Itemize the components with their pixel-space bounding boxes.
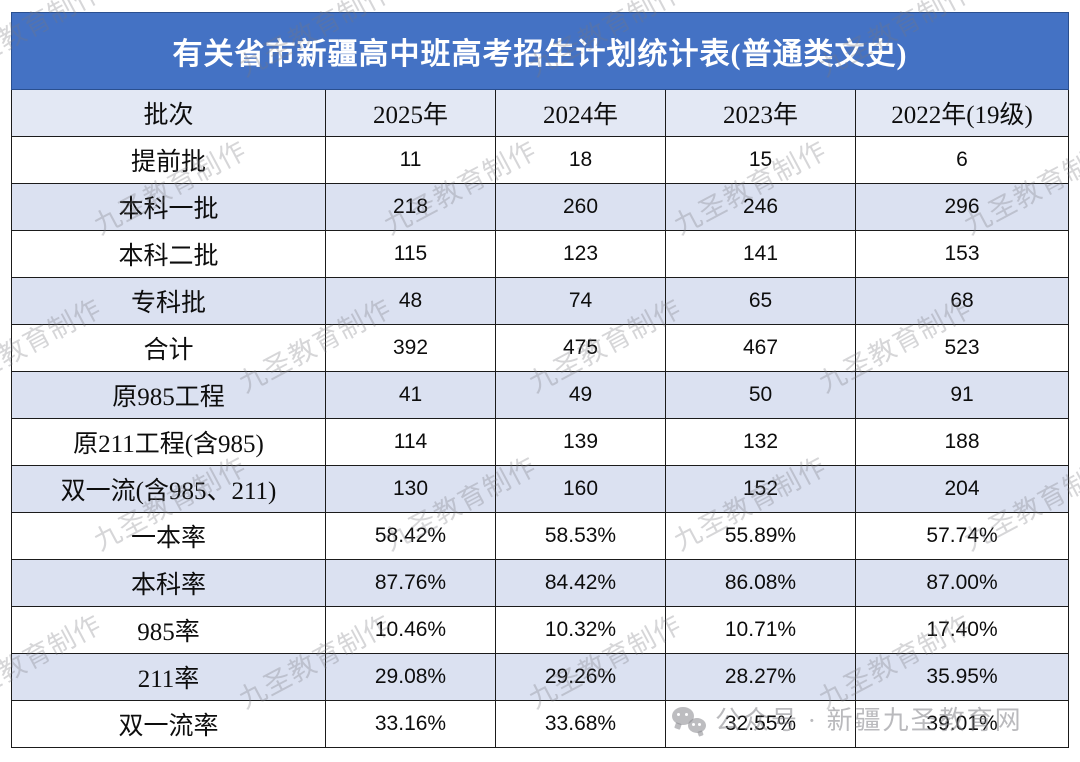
cell-value: 130: [325, 465, 496, 513]
row-label: 提前批: [11, 136, 326, 184]
column-header-1: 2025年: [325, 89, 496, 137]
cell-value: 33.16%: [325, 700, 496, 748]
cell-value: 139: [495, 418, 666, 466]
row-label: 本科二批: [11, 230, 326, 278]
cell-value: 50: [665, 371, 856, 419]
table-title-row: 有关省市新疆高中班高考招生计划统计表(普通类文史): [10, 12, 1070, 90]
page-title: 有关省市新疆高中班高考招生计划统计表(普通类文史): [10, 12, 1070, 90]
row-label: 双一流率: [11, 700, 326, 748]
cell-value: 153: [854, 230, 1070, 278]
cell-value: 87.00%: [854, 559, 1070, 607]
cell-value: 58.53%: [495, 512, 666, 560]
cell-value: 10.32%: [495, 606, 666, 654]
cell-value: 55.89%: [665, 512, 856, 560]
cell-value: 188: [854, 418, 1070, 466]
cell-value: 152: [665, 465, 856, 513]
cell-value: 39.01%: [854, 700, 1070, 748]
row-label: 本科一批: [11, 183, 326, 231]
statistics-table-container: 有关省市新疆高中班高考招生计划统计表(普通类文史) 批次 2025年 2024年 20…: [10, 12, 1070, 748]
row-label: 双一流(含985、211): [11, 465, 326, 513]
cell-value: 17.40%: [854, 606, 1070, 654]
cell-value: 41: [325, 371, 496, 419]
table-row: 本科二批 115 123 141 153: [11, 230, 1070, 278]
cell-value: 115: [325, 230, 496, 278]
cell-value: 65: [665, 277, 856, 325]
row-label: 211率: [11, 653, 326, 701]
cell-value: 35.95%: [854, 653, 1070, 701]
cell-value: 260: [495, 183, 666, 231]
column-header-3: 2023年: [665, 89, 856, 137]
table-row: 985率 10.46% 10.32% 10.71% 17.40%: [11, 606, 1070, 654]
cell-value: 523: [854, 324, 1070, 372]
cell-value: 6: [854, 136, 1070, 184]
cell-value: 91: [854, 371, 1070, 419]
cell-value: 141: [665, 230, 856, 278]
cell-value: 33.68%: [495, 700, 666, 748]
column-header-4: 2022年(19级): [854, 89, 1070, 137]
cell-value: 74: [495, 277, 666, 325]
cell-value: 87.76%: [325, 559, 496, 607]
table-row: 双一流率 33.16% 33.68% 32.55% 39.01%: [11, 700, 1070, 748]
cell-value: 467: [665, 324, 856, 372]
cell-value: 475: [495, 324, 666, 372]
row-label: 一本率: [11, 512, 326, 560]
row-label: 本科率: [11, 559, 326, 607]
cell-value: 57.74%: [854, 512, 1070, 560]
cell-value: 114: [325, 418, 496, 466]
cell-value: 10.71%: [665, 606, 856, 654]
cell-value: 123: [495, 230, 666, 278]
cell-value: 392: [325, 324, 496, 372]
cell-value: 48: [325, 277, 496, 325]
table-header-row: 批次 2025年 2024年 2023年 2022年(19级): [11, 89, 1070, 137]
cell-value: 296: [854, 183, 1070, 231]
table-row: 提前批 11 18 15 6: [11, 136, 1070, 184]
table-row: 合计 392 475 467 523: [11, 324, 1070, 372]
cell-value: 68: [854, 277, 1070, 325]
table-row: 本科率 87.76% 84.42% 86.08% 87.00%: [11, 559, 1070, 607]
cell-value: 58.42%: [325, 512, 496, 560]
row-label: 原211工程(含985): [11, 418, 326, 466]
cell-value: 11: [325, 136, 496, 184]
cell-value: 28.27%: [665, 653, 856, 701]
table-row: 原985工程 41 49 50 91: [11, 371, 1070, 419]
cell-value: 32.55%: [665, 700, 856, 748]
table-row: 211率 29.08% 29.26% 28.27% 35.95%: [11, 653, 1070, 701]
cell-value: 15: [665, 136, 856, 184]
cell-value: 204: [854, 465, 1070, 513]
cell-value: 86.08%: [665, 559, 856, 607]
cell-value: 84.42%: [495, 559, 666, 607]
row-label: 985率: [11, 606, 326, 654]
cell-value: 246: [665, 183, 856, 231]
table-row: 专科批 48 74 65 68: [11, 277, 1070, 325]
table-row: 本科一批 218 260 246 296: [11, 183, 1070, 231]
table-body: 有关省市新疆高中班高考招生计划统计表(普通类文史) 批次 2025年 2024年 20…: [10, 12, 1070, 748]
column-header-2: 2024年: [495, 89, 666, 137]
cell-value: 132: [665, 418, 856, 466]
statistics-table: 有关省市新疆高中班高考招生计划统计表(普通类文史) 批次 2025年 2024年 20…: [10, 12, 1070, 748]
column-header-0: 批次: [11, 89, 326, 137]
row-label: 原985工程: [11, 371, 326, 419]
cell-value: 160: [495, 465, 666, 513]
cell-value: 49: [495, 371, 666, 419]
cell-value: 10.46%: [325, 606, 496, 654]
table-row: 原211工程(含985) 114 139 132 188: [11, 418, 1070, 466]
cell-value: 218: [325, 183, 496, 231]
table-row: 双一流(含985、211) 130 160 152 204: [11, 465, 1070, 513]
row-label: 专科批: [11, 277, 326, 325]
row-label: 合计: [11, 324, 326, 372]
table-row: 一本率 58.42% 58.53% 55.89% 57.74%: [11, 512, 1070, 560]
cell-value: 18: [495, 136, 666, 184]
cell-value: 29.08%: [325, 653, 496, 701]
cell-value: 29.26%: [495, 653, 666, 701]
